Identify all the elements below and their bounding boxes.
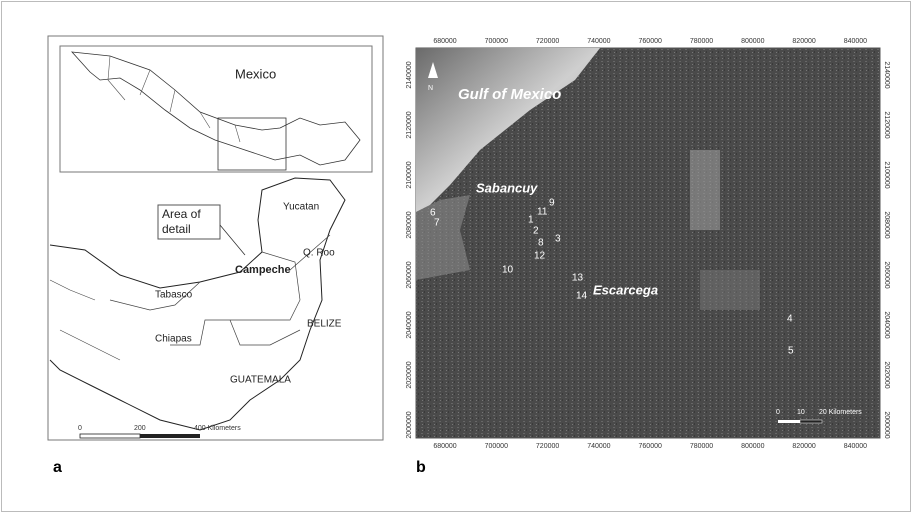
x-coord-label: 760000 — [639, 38, 662, 45]
y-coord-label: 2040000 — [406, 311, 413, 338]
area-label: detail — [162, 222, 191, 236]
site-label: 9 — [549, 198, 555, 209]
y-coord-label: 2080000 — [406, 211, 413, 238]
site-label: 13 — [572, 273, 584, 284]
scale-label: 10 — [797, 409, 805, 416]
area-label: Area of — [162, 207, 201, 221]
site-label: 1 — [528, 215, 534, 226]
scale-bar — [800, 420, 822, 423]
panel-b: Gulf of Mexico Sabancuy Escarcega N 0 10… — [416, 48, 880, 476]
site-label: 12 — [534, 251, 546, 262]
x-coord-label: 820000 — [792, 443, 815, 450]
y-coord-label: 2140000 — [406, 61, 413, 88]
panel-a: Mexico Area of detail Yucatan Q. Roo Cam… — [48, 36, 383, 476]
x-coord-label: 840000 — [844, 38, 867, 45]
site-label: 7 — [434, 218, 440, 229]
site-label: 10 — [502, 265, 514, 276]
scale-bar — [778, 420, 800, 423]
scale-bar — [80, 434, 140, 438]
y-coord-label: 2020000 — [883, 361, 890, 388]
scale-label: 200 — [134, 425, 146, 432]
y-coord-label: 2120000 — [883, 111, 890, 138]
x-coord-label: 700000 — [485, 443, 508, 450]
x-coord-label: 800000 — [741, 38, 764, 45]
x-coord-label: 780000 — [690, 38, 713, 45]
site-label: 14 — [576, 291, 588, 302]
scale-label: 400 Kilometers — [194, 425, 241, 432]
panel-label: a — [53, 459, 62, 476]
x-coord-label: 840000 — [844, 443, 867, 450]
y-coord-label: 2080000 — [883, 211, 890, 238]
region-label: Tabasco — [155, 290, 193, 301]
site-label: 5 — [788, 346, 794, 357]
x-coord-label: 820000 — [792, 38, 815, 45]
x-coord-label: 680000 — [433, 38, 456, 45]
y-coord-label: 2020000 — [406, 361, 413, 388]
place-label: Sabancuy — [476, 180, 538, 195]
y-coord-label: 2100000 — [406, 161, 413, 188]
place-label: Gulf of Mexico — [458, 86, 561, 103]
panel-label: b — [416, 459, 426, 476]
place-label: Escarcega — [593, 282, 658, 297]
scale-label: 20 Kilometers — [819, 409, 862, 416]
x-coord-label: 740000 — [587, 38, 610, 45]
clearing — [690, 150, 720, 230]
region-label: Campeche — [235, 264, 291, 276]
site-label: 4 — [787, 314, 793, 325]
region-label: BELIZE — [307, 319, 342, 330]
scale-label: 0 — [776, 409, 780, 416]
x-coord-label: 760000 — [639, 443, 662, 450]
region-label: Q. Roo — [303, 248, 335, 259]
x-coord-label: 800000 — [741, 443, 764, 450]
site-label: 3 — [555, 234, 561, 245]
x-coord-label: 780000 — [690, 443, 713, 450]
site-label: 2 — [533, 226, 539, 237]
y-coord-label: 2060000 — [406, 261, 413, 288]
region-label: GUATEMALA — [230, 375, 291, 386]
inset-title: Mexico — [235, 66, 276, 81]
region-label: Chiapas — [155, 334, 192, 345]
x-coord-label: 720000 — [536, 38, 559, 45]
region-label: Yucatan — [283, 202, 319, 213]
y-coord-label: 2100000 — [883, 161, 890, 188]
x-coord-label: 700000 — [485, 38, 508, 45]
y-coord-label: 2060000 — [883, 261, 890, 288]
scale-label: 0 — [78, 425, 82, 432]
site-label: 11 — [537, 207, 548, 218]
site-label: 8 — [538, 238, 544, 249]
y-coord-label: 2120000 — [406, 111, 413, 138]
y-coord-label: 2000000 — [883, 411, 890, 438]
x-coord-label: 720000 — [536, 443, 559, 450]
y-coord-label: 2040000 — [883, 311, 890, 338]
scale-bar — [140, 434, 200, 438]
x-coord-label: 740000 — [587, 443, 610, 450]
figure: Mexico Area of detail Yucatan Q. Roo Cam… — [0, 0, 912, 513]
north-label: N — [428, 85, 433, 92]
y-coord-label: 2000000 — [406, 411, 413, 438]
x-coord-label: 680000 — [433, 443, 456, 450]
y-coord-label: 2140000 — [883, 61, 890, 88]
clearing — [700, 270, 760, 310]
